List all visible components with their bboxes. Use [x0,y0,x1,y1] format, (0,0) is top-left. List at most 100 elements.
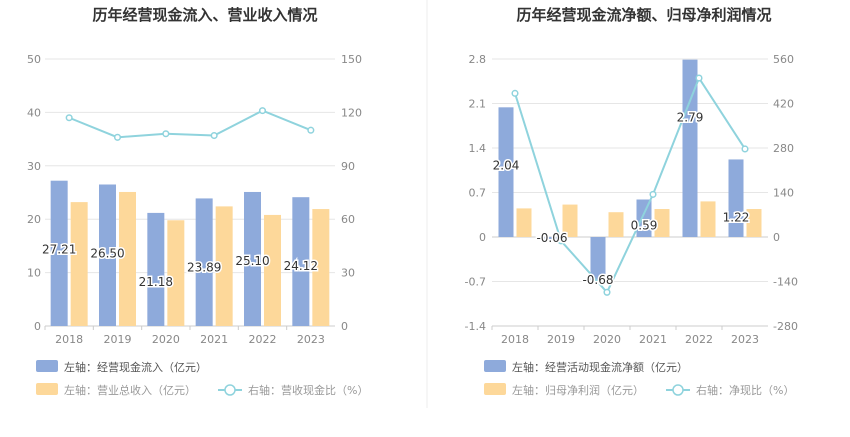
bar-primary [728,159,744,237]
bar-secondary [167,220,185,326]
data-label-halo: 21.18 [139,275,173,289]
bar-primary [99,184,116,326]
legend-label: 左轴：经营活动现金流净额（亿元） [512,360,688,374]
ratio-point [65,114,73,122]
ratio-line [68,109,312,139]
bar-secondary [119,191,136,326]
x-axis-tick-label: 2023 [297,333,325,346]
bar-secondary [312,209,330,326]
data-label: -0.68 [582,273,613,287]
ratio-point [603,288,611,296]
bar-secondary [70,202,88,326]
bar-secondary [608,212,624,237]
left-axis-tick-label: 0 [34,320,41,333]
bar-primary [544,237,560,241]
right-axis-tick-label: 560 [773,53,794,66]
right-axis-tick-label: 0 [773,231,780,244]
left-axis-tick-label: -1.4 [465,320,486,333]
chart-title: 历年经营现金流入、营业收入情况 [92,6,317,24]
left-axis-tick-label: 50 [27,53,41,66]
data-label-halo: -0.06 [536,231,567,245]
left-axis-tick-label: 40 [27,106,41,119]
x-axis-tick-label: 2023 [731,333,759,346]
ratio-point [307,126,315,134]
bar-secondary [700,201,716,237]
data-label: 25.10 [235,254,269,268]
bar-secondary [264,214,281,326]
ratio-point [210,131,218,140]
ratio-point [258,107,267,115]
data-label: 2.79 [677,111,704,125]
right-axis-tick-label: 150 [341,53,362,66]
left-axis-tick-label: 10 [27,267,41,280]
data-label: 1.22 [723,210,750,224]
legend-label: 左轴：营业总收入（亿元） [64,383,196,397]
legend-swatch-bar-primary [36,360,58,372]
data-label: 26.50 [90,246,124,260]
right-axis-tick-label: 90 [341,160,355,173]
right-axis-tick-label: 280 [773,142,794,155]
chart-title: 历年经营现金流净额、归母净利润情况 [516,6,771,24]
bar-primary [590,237,606,281]
x-axis-tick-label: 2019 [104,333,132,346]
data-label: 27.21 [42,243,76,257]
ratio-point [511,89,519,97]
bar-primary [244,191,261,326]
ratio-point [113,133,122,141]
data-label-halo: 27.21 [42,243,76,257]
bar-primary [682,59,698,238]
data-label: 23.89 [187,260,221,274]
bar-secondary [562,204,578,237]
data-label-halo: 2.04 [493,158,520,172]
data-label-halo: 1.22 [723,210,750,224]
left-axis-tick-label: 1.4 [469,142,487,155]
x-axis-tick-label: 2021 [200,333,228,346]
data-label-halo: 25.10 [235,254,269,268]
bar-primary [195,198,213,326]
bar-primary [50,180,68,326]
left-axis-tick-label: 0 [479,231,486,244]
left-axis-tick-label: 20 [27,213,41,226]
legend-swatch-line-marker [672,384,684,396]
legend-swatch-bar-secondary [36,383,58,395]
left-axis-tick-label: 0.7 [469,187,487,200]
bar-primary [636,199,652,237]
legend-swatch-bar-secondary [484,383,506,395]
bar-secondary [215,206,233,326]
data-label: 2.04 [493,158,520,172]
data-label-halo: 23.89 [187,260,221,274]
x-axis-tick-label: 2022 [249,333,277,346]
chart-cash-inflow-revenue: 历年经营现金流入、营业收入情况 0 10 20 30 40 50 0 30 60 90 120 150 2… [27,6,368,397]
left-axis-tick-label: 30 [27,160,41,173]
right-axis-tick-label: 140 [773,187,794,200]
left-axis-tick-label: 2.8 [469,53,487,66]
bar-secondary [516,208,532,237]
legend-swatch-bar-primary [484,360,506,372]
x-axis-tick-label: 2022 [685,333,713,346]
ratio-line [514,75,746,295]
x-axis-tick-label: 2021 [639,333,667,346]
legend-label: 右轴：净现比（%） [696,383,794,397]
bar-secondary [746,209,762,237]
ratio-point [162,130,170,138]
right-axis-tick-label: -140 [773,276,798,289]
legend-label: 左轴：经营现金流入（亿元） [64,360,207,374]
left-axis-tick-label: 2.1 [469,98,487,111]
x-axis-tick-label: 2018 [55,333,83,346]
right-axis-tick-label: 30 [341,267,355,280]
chart-net-cashflow-profit: 历年经营现金流净额、归母净利润情况 -1.4 -0.7 0 0.7 1.4 2.1 2.8 -2… [465,6,798,397]
bar-primary [498,107,514,237]
legend-label: 右轴：营收现金比（%） [248,383,368,397]
right-axis-tick-label: 0 [341,320,348,333]
left-axis-tick-label: -0.7 [465,276,486,289]
bar-secondary [654,209,670,237]
data-label: 0.59 [631,218,658,232]
ratio-point [695,74,703,82]
data-label-halo: 2.79 [677,111,704,125]
bar-primary [147,212,165,326]
x-axis-tick-label: 2020 [152,333,180,346]
data-label: -0.06 [536,231,567,245]
data-label-halo: 26.50 [90,246,124,260]
